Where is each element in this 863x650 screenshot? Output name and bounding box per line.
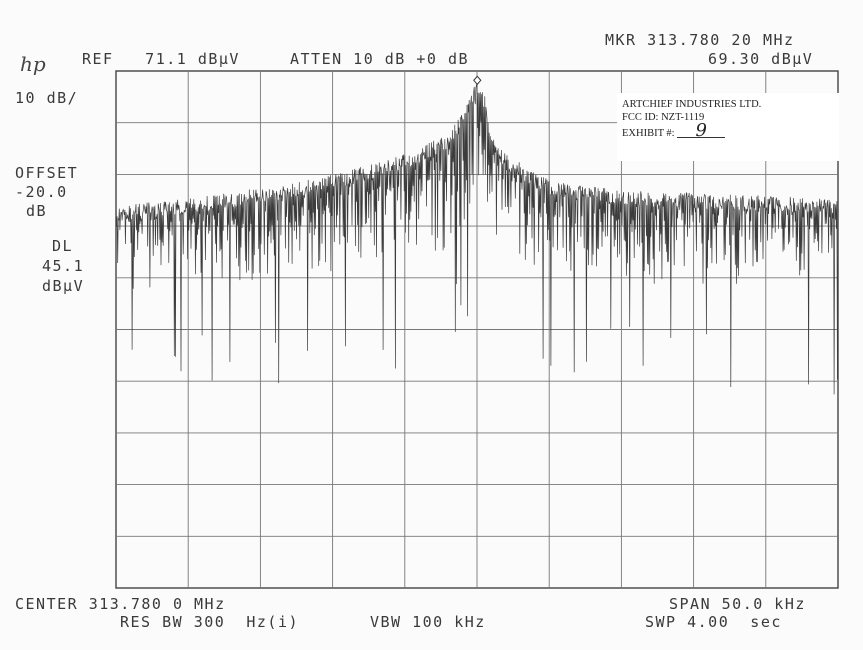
display-line-value: 45.1 bbox=[42, 257, 85, 275]
company-name: ARTCHIEF INDUSTRIES LTD. bbox=[622, 99, 762, 110]
display-line-unit: dBµV bbox=[42, 277, 85, 295]
offset-label: OFFSET bbox=[15, 164, 79, 182]
marker-frequency: MKR 313.780 20 MHz bbox=[605, 31, 795, 49]
marker-symbol bbox=[473, 75, 482, 86]
span: SPAN 50.0 kHz bbox=[669, 595, 806, 613]
hp-logo: hp bbox=[20, 52, 46, 76]
reference-level: REF 71.1 dBµV bbox=[82, 50, 240, 68]
attenuation: ATTEN 10 dB +0 dB bbox=[290, 50, 470, 68]
exhibit-text: EXHIBIT #: bbox=[622, 128, 675, 139]
exhibit-label: ARTCHIEF INDUSTRIES LTD. FCC ID: NZT-111… bbox=[617, 93, 839, 161]
offset-unit: dB bbox=[26, 202, 48, 220]
video-bandwidth: VBW 100 kHz bbox=[370, 613, 486, 631]
scale-per-division: 10 dB/ bbox=[15, 89, 79, 107]
display-line-label: DL bbox=[52, 237, 74, 255]
marker-amplitude: 69.30 dBµV bbox=[708, 50, 814, 68]
offset-value: -20.0 bbox=[15, 183, 68, 201]
fcc-id: FCC ID: NZT-1119 bbox=[622, 112, 705, 123]
peak-marker bbox=[473, 75, 482, 86]
resolution-bandwidth: RES BW 300 Hz(i) bbox=[120, 613, 300, 631]
sweep-time: SWP 4.00 sec bbox=[645, 613, 782, 631]
exhibit-number: 9 bbox=[677, 122, 726, 140]
center-frequency: CENTER 313.780 0 MHz bbox=[15, 595, 226, 613]
